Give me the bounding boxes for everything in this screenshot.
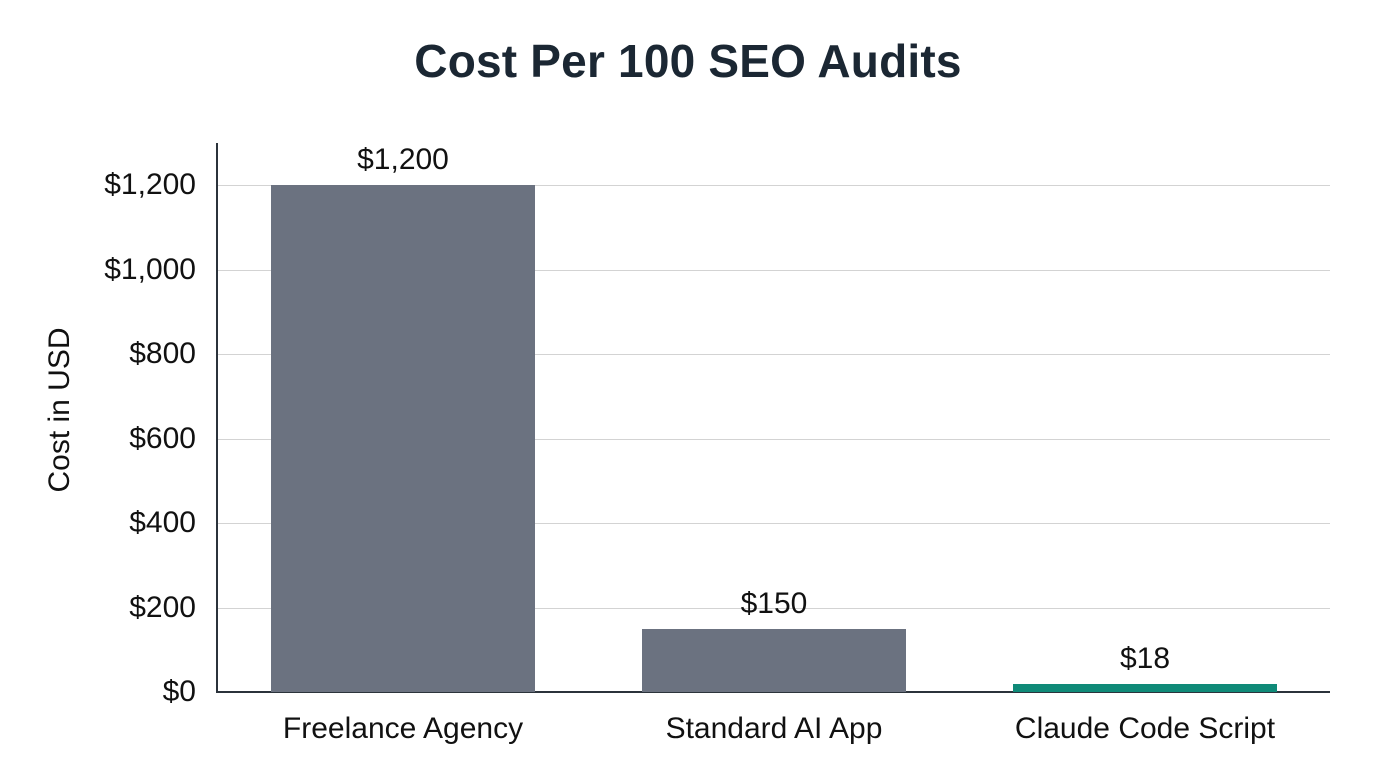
gridline [218, 608, 1330, 609]
gridline [218, 270, 1330, 271]
y-tick-label: $400 [129, 506, 196, 539]
gridline [218, 439, 1330, 440]
x-tick-label: Claude Code Script [1014, 712, 1276, 745]
bar-value-label: $18 [1119, 642, 1171, 676]
x-tick-label: Standard AI App [665, 712, 883, 745]
y-tick-label: $0 [162, 675, 196, 708]
bar-standard-ai-app [642, 628, 906, 692]
y-tick-label: $800 [129, 337, 196, 370]
y-tick-label: $1,000 [104, 253, 196, 286]
y-tick-label: $200 [129, 591, 196, 624]
x-tick-label: Freelance Agency [282, 712, 524, 745]
x-axis-line [216, 691, 1330, 693]
y-axis-line [216, 143, 218, 693]
bar-freelance-agency [271, 185, 535, 692]
bar-value-label: $150 [740, 586, 808, 620]
bar-value-label: $1,200 [357, 143, 449, 176]
y-tick-label: $1,200 [104, 168, 196, 201]
y-tick-label: $600 [129, 422, 196, 455]
chart-title: Cost Per 100 SEO Audits [414, 35, 962, 87]
bar-claude-code-script [1013, 684, 1277, 692]
gridline [218, 523, 1330, 524]
gridline [218, 185, 1330, 186]
gridline [218, 354, 1330, 355]
